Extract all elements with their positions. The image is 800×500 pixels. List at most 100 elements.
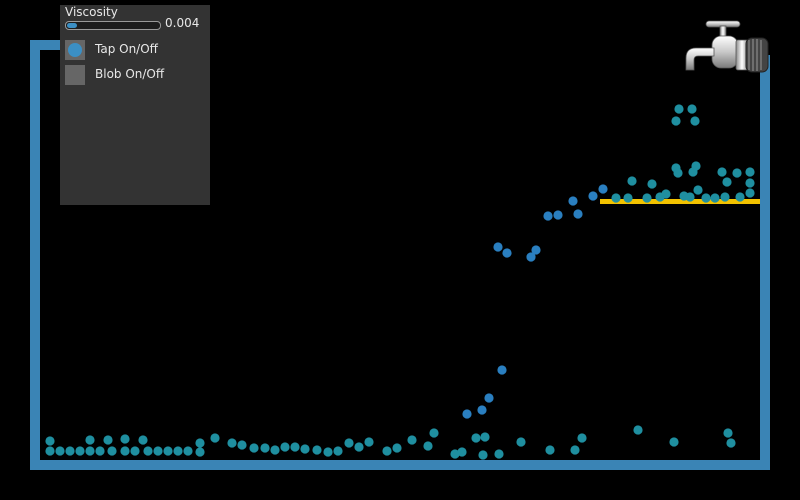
tap-toggle-label: Tap On/Off (95, 42, 158, 56)
fluid-particle (661, 189, 671, 199)
viscosity-value: 0.004 (165, 16, 200, 30)
fluid-particle (543, 211, 553, 221)
fluid-particle (526, 252, 536, 262)
fluid-particle (55, 446, 65, 456)
fluid-particle (687, 104, 697, 114)
shelf-platform (600, 199, 760, 204)
fluid-particle (647, 179, 657, 189)
fluid-particle (344, 438, 354, 448)
fluid-particle (120, 446, 130, 456)
control-panel: Viscosity 0.004 Tap On/Off Blob On/Off (60, 5, 210, 205)
fluid-particle (722, 177, 732, 187)
fluid-particle (735, 192, 745, 202)
fluid-particle (693, 185, 703, 195)
fluid-particle (392, 443, 402, 453)
fluid-particle (480, 432, 490, 442)
fluid-particle (407, 435, 417, 445)
viscosity-label: Viscosity (65, 5, 118, 19)
fluid-particle (471, 433, 481, 443)
fluid-particle (85, 446, 95, 456)
fluid-particle (494, 449, 504, 459)
fluid-particle (450, 449, 460, 459)
fluid-particle (611, 193, 621, 203)
fluid-particle (85, 435, 95, 445)
fluid-particle (364, 437, 374, 447)
fluid-container (30, 40, 770, 470)
fluid-particle (210, 433, 220, 443)
fluid-particle (462, 409, 472, 419)
fluid-particle (173, 446, 183, 456)
fluid-particle (153, 446, 163, 456)
fluid-particle (745, 188, 755, 198)
fluid-particle (732, 168, 742, 178)
fluid-particle (685, 192, 695, 202)
fluid-particle (745, 178, 755, 188)
fluid-particle (673, 168, 683, 178)
fluid-particle (45, 436, 55, 446)
container-top-lip (30, 40, 62, 50)
viscosity-slider[interactable] (65, 21, 161, 30)
fluid-particles (45, 104, 755, 460)
fluid-particle (478, 450, 488, 460)
fluid-particle (588, 191, 598, 201)
fluid-particle (516, 437, 526, 447)
fluid-particle (382, 446, 392, 456)
fluid-particle (237, 440, 247, 450)
fluid-particle (710, 193, 720, 203)
fluid-particle (183, 446, 193, 456)
blob-toggle-label: Blob On/Off (95, 67, 165, 81)
fluid-particle (260, 443, 270, 453)
viscosity-slider-fill (67, 23, 77, 28)
tap-checkbox[interactable] (65, 40, 85, 60)
fluid-particle (138, 435, 148, 445)
fluid-particle (726, 438, 736, 448)
fluid-particle (195, 438, 205, 448)
fluid-particle (143, 446, 153, 456)
fluid-particle (627, 176, 637, 186)
fluid-particle (354, 442, 364, 452)
fluid-particle (497, 365, 507, 375)
fluid-particle (723, 428, 733, 438)
fluid-particle (745, 167, 755, 177)
fluid-particle (457, 447, 467, 457)
fluid-particle (545, 445, 555, 455)
blob-checkbox[interactable] (65, 65, 85, 85)
fluid-particle (290, 442, 300, 452)
fluid-particle (577, 433, 587, 443)
tap-checkbox-indicator (68, 43, 82, 57)
fluid-particle (484, 393, 494, 403)
water-tap-icon[interactable] (685, 20, 769, 73)
fluid-particle (568, 196, 578, 206)
fluid-particle (270, 445, 280, 455)
fluid-particle (669, 437, 679, 447)
fluid-particle (674, 104, 684, 114)
fluid-particle (701, 193, 711, 203)
fluid-particle (642, 193, 652, 203)
container-left-wall (30, 40, 40, 468)
fluid-particle (671, 116, 681, 126)
fluid-particle (107, 446, 117, 456)
fluid-particle (333, 446, 343, 456)
fluid-particle (717, 167, 727, 177)
fluid-particle (691, 161, 701, 171)
fluid-particle (130, 446, 140, 456)
fluid-particle (300, 444, 310, 454)
fluid-particle (45, 446, 55, 456)
fluid-particle (633, 425, 643, 435)
fluid-particle (323, 447, 333, 457)
fluid-particle (163, 446, 173, 456)
fluid-particle (249, 443, 259, 453)
fluid-particle (598, 184, 608, 194)
fluid-particle (531, 245, 541, 255)
fluid-particle (623, 193, 633, 203)
fluid-particle (423, 441, 433, 451)
fluid-particle (312, 445, 322, 455)
fluid-particle (280, 442, 290, 452)
fluid-particle (103, 435, 113, 445)
fluid-particle (75, 446, 85, 456)
fluid-particle (570, 445, 580, 455)
fluid-particle (573, 209, 583, 219)
fluid-particle (429, 428, 439, 438)
container-right-wall (760, 55, 770, 468)
